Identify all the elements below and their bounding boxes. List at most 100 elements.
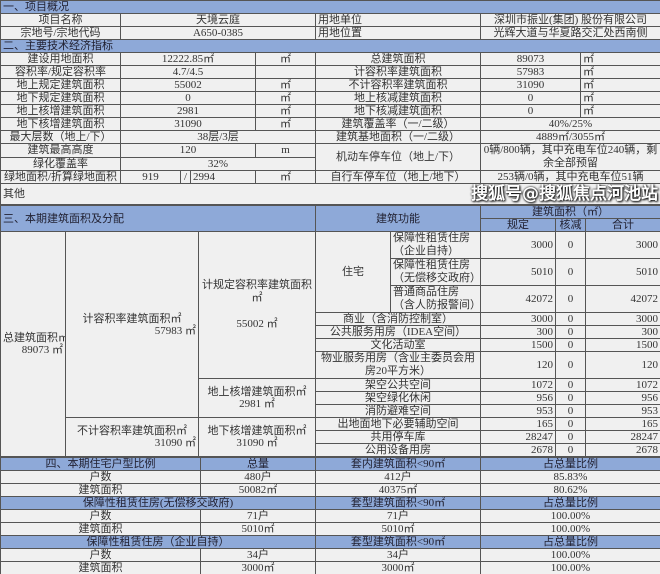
label: 建筑面积 bbox=[0, 522, 201, 536]
table-row: 地下核增建筑面积 31090 ㎡ 建筑覆盖率（一/二级） 40%/25% bbox=[0, 117, 660, 131]
unit: ㎡ bbox=[255, 104, 316, 118]
label: 总建筑面积㎡ bbox=[3, 332, 66, 344]
group-header: 保障性租赁住房（企业自持） bbox=[0, 535, 316, 549]
unit: ㎡ bbox=[580, 52, 660, 66]
label: 地上核减建筑面积 bbox=[315, 91, 481, 105]
table-row: 户数 480户 412户 85.83% bbox=[0, 470, 660, 484]
value: 100.00% bbox=[480, 548, 660, 562]
value: 34户 bbox=[315, 548, 481, 562]
value: 40%/25% bbox=[480, 117, 660, 131]
value: A650-0385 bbox=[120, 26, 316, 40]
table-row: 地上核增建筑面积 2981 ㎡ 地下核减建筑面积 0 ㎡ bbox=[0, 104, 660, 118]
reduced: 0 bbox=[555, 443, 586, 457]
total: 3000 bbox=[584, 312, 660, 326]
planned: 28247 bbox=[480, 430, 556, 444]
total: 5010 bbox=[584, 258, 660, 286]
planned: 1072 bbox=[480, 378, 556, 392]
header: 套型建筑面积<90㎡ bbox=[315, 496, 481, 510]
function-name: 出地面地下必要辅助空间 bbox=[315, 417, 481, 431]
value: 71户 bbox=[315, 509, 481, 523]
far-area-cell: 计容积率建筑面积㎡ 57983 ㎡ bbox=[65, 231, 199, 418]
label: 不计容积率建筑面积㎡ bbox=[77, 425, 187, 437]
section-3-title: 三、本期建筑面积及分配 bbox=[0, 205, 316, 232]
label: 建筑基地面积（一/二级） bbox=[315, 130, 481, 144]
value: 57983 bbox=[480, 65, 581, 79]
value: 71户 bbox=[200, 509, 316, 523]
above-add-cell: 地上核增建筑面积㎡ 2981 ㎡ bbox=[198, 378, 316, 418]
value: 55002 bbox=[120, 78, 256, 92]
function-name: 保障性租赁住房（无偿移交政府） bbox=[390, 258, 481, 286]
value: 0 bbox=[120, 91, 256, 105]
reduced: 0 bbox=[555, 325, 586, 339]
residential-label: 住宅 bbox=[315, 231, 391, 313]
table-row: 公用设备用房 2678 0 2678 bbox=[1, 443, 660, 457]
unit: ㎡ bbox=[255, 117, 316, 131]
function-name: 消防避难空间 bbox=[315, 404, 481, 418]
separator: / bbox=[180, 170, 191, 184]
reduced: 0 bbox=[555, 417, 586, 431]
value: 0 bbox=[480, 91, 581, 105]
label: 用地单位 bbox=[315, 13, 481, 27]
label: 计规定容积率建筑面积㎡ bbox=[202, 279, 312, 304]
label: 地下规定建筑面积 bbox=[0, 91, 121, 105]
table-row: 地上规定建筑面积 55002 ㎡ 不计容积率建筑面积 31090 ㎡ bbox=[0, 78, 660, 92]
label: 自行车停车位（地上/地下） bbox=[315, 170, 481, 184]
function-name: 共用停车库 bbox=[315, 430, 481, 444]
table-row: 建筑最高高度 120 m 机动车停车位（地上/下） 0辆/800辆，其中充电车位… bbox=[0, 143, 660, 171]
value: 120 bbox=[120, 143, 256, 158]
table-row: 绿地面积/折算绿地面积 919 / 2994 ㎡ 自行车停车位（地上/地下） 2… bbox=[0, 170, 660, 184]
label: 户数 bbox=[0, 509, 201, 523]
table-row: 容积率/规定容积率 4.7/4.5 计容积率建筑面积 57983 ㎡ bbox=[0, 65, 660, 79]
total: 120 bbox=[584, 351, 660, 379]
unit-ratio-table: 四、本期住宅户型比例 总量 套内建筑面积<90㎡ 占总量比例 户数 480户 412… bbox=[0, 457, 660, 574]
function-name: 架空公共空间 bbox=[315, 378, 481, 392]
section-4-title: 四、本期住宅户型比例 bbox=[0, 457, 201, 471]
header: 总量 bbox=[200, 457, 316, 471]
col-total: 合计 bbox=[584, 218, 660, 232]
label: 户数 bbox=[0, 548, 201, 562]
reduced: 0 bbox=[555, 338, 586, 352]
total: 165 bbox=[584, 417, 660, 431]
label: 宗地号/宗地代码 bbox=[0, 26, 121, 40]
header: 套内建筑面积<90㎡ bbox=[315, 457, 481, 471]
total: 956 bbox=[584, 391, 660, 405]
function-name: 普通商品住房（含人防报警间） bbox=[390, 285, 481, 313]
table-row: 不计容积率建筑面积㎡ 31090 ㎡ 地下核增建筑面积㎡ 31090 ㎡ 出地面地下… bbox=[1, 417, 660, 457]
label: 不计容积率建筑面积 bbox=[315, 78, 481, 92]
label: 地上核增建筑面积 bbox=[0, 104, 121, 118]
value: 0辆/800辆，其中充电车位240辆，剩余全部预留 bbox=[480, 143, 660, 171]
table-row: 地上核增建筑面积㎡ 2981 ㎡ 架空公共空间 1072 0 1072 bbox=[1, 378, 660, 418]
value: 100.00% bbox=[480, 509, 660, 523]
value: 5010㎡ bbox=[315, 522, 481, 536]
col-planned: 规定 bbox=[480, 218, 556, 232]
unit: ㎡ bbox=[580, 104, 660, 118]
planned: 165 bbox=[480, 417, 556, 431]
label: 地下核增建筑面积 bbox=[0, 117, 121, 131]
label: 项目名称 bbox=[0, 13, 121, 27]
unit: m bbox=[255, 143, 316, 158]
total: 1072 bbox=[584, 378, 660, 392]
function-name: 架空绿化休闲 bbox=[315, 391, 481, 405]
total: 1500 bbox=[584, 338, 660, 352]
nonfar-area-cell: 不计容积率建筑面积㎡ 31090 ㎡ bbox=[65, 417, 199, 457]
planned-far-cell: 计规定容积率建筑面积㎡ 55002 ㎡ bbox=[198, 231, 316, 379]
function-name: 文化活动室 bbox=[315, 338, 481, 352]
header: 占总量比例 bbox=[480, 496, 660, 510]
unit bbox=[255, 65, 316, 79]
reduced: 0 bbox=[555, 258, 586, 286]
table-row: 地下规定建筑面积 0 ㎡ 地上核减建筑面积 0 ㎡ bbox=[0, 91, 660, 105]
value: 919 bbox=[120, 170, 181, 184]
reduced: 0 bbox=[555, 285, 586, 313]
label: 建筑覆盖率（一/二级） bbox=[315, 117, 481, 131]
table-row: 建筑面积 3000㎡ 3000㎡ 100.00% bbox=[0, 561, 660, 574]
value: 412户 bbox=[315, 470, 481, 484]
value: 3000㎡ bbox=[315, 561, 481, 574]
value: 38层/3层 bbox=[120, 130, 316, 144]
label: 地上核增建筑面积㎡ bbox=[207, 386, 307, 398]
label: 建设用地面积 bbox=[0, 52, 121, 66]
table-row: 公共服务用房（IDEA空间） 300 0 300 bbox=[1, 325, 660, 339]
table-row: 消防避难空间 953 0 953 bbox=[1, 404, 660, 418]
header: 占总量比例 bbox=[480, 457, 660, 471]
header: 套型建筑面积<90㎡ bbox=[315, 535, 481, 549]
section-2-title: 二、主要技术经济指标 bbox=[0, 39, 660, 53]
